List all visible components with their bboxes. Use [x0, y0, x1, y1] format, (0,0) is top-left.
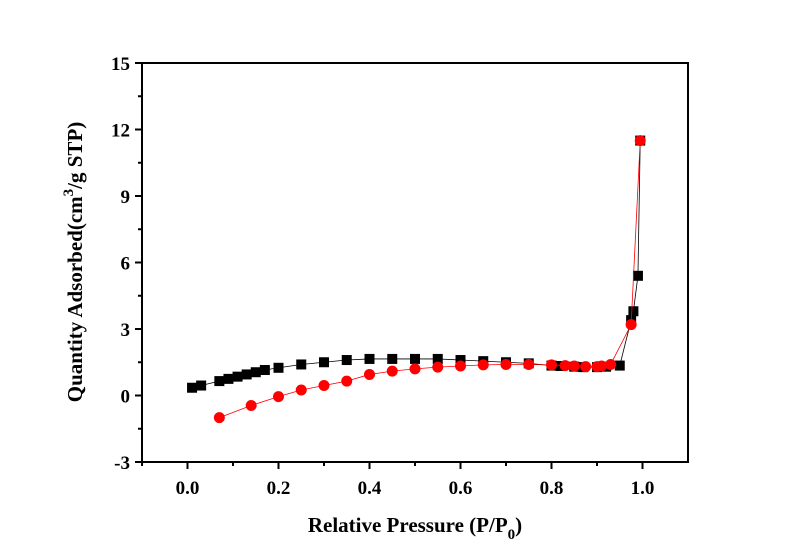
adsorption-point [273, 362, 284, 373]
desorption-point [432, 361, 444, 373]
adsorption-point [410, 353, 420, 364]
y-tick-label: 6 [121, 254, 131, 275]
adsorption-point [341, 355, 352, 366]
adsorption-point [241, 369, 252, 380]
x-tick-label: 0.4 [358, 478, 382, 499]
desorption-point [596, 360, 608, 372]
desorption-point [523, 358, 535, 370]
y-tick-label: 3 [121, 320, 131, 341]
adsorption-point [196, 380, 207, 391]
desorption-point [580, 361, 592, 373]
adsorption-point [296, 359, 307, 370]
y-tick-label: 9 [121, 187, 131, 208]
adsorption-point [614, 360, 625, 371]
adsorption-point [214, 376, 225, 387]
desorption-point [386, 365, 398, 377]
adsorption-point [319, 357, 329, 368]
desorption-point [477, 359, 489, 371]
desorption-point [605, 358, 617, 370]
desorption-point [295, 384, 307, 396]
desorption-point [559, 360, 571, 372]
adsorption-point [387, 353, 398, 364]
adsorption-point [223, 373, 234, 384]
x-tick-label: 1.0 [631, 478, 655, 499]
y-tick-label: 15 [111, 54, 130, 75]
desorption-point [455, 360, 466, 372]
plot-frame [141, 62, 689, 463]
y-tick-label: -3 [114, 453, 130, 474]
desorption-point [568, 360, 580, 372]
adsorption-point [432, 353, 443, 364]
desorption-point [546, 359, 557, 371]
adsorption-point [632, 270, 643, 281]
desorption-point [213, 412, 225, 424]
adsorption-point [259, 365, 270, 376]
y-tick-label: 12 [111, 121, 130, 142]
y-axis-label: Quantity Adsorbed(cm3/g STP) [61, 122, 87, 403]
adsorption-line [191, 140, 641, 389]
adsorption-point [628, 306, 639, 317]
desorption-point [634, 135, 646, 147]
desorption-point [500, 358, 512, 370]
adsorption-point [250, 367, 261, 378]
adsorption-point [364, 353, 375, 364]
x-axis-label: Relative Pressure (P/P0) [308, 513, 522, 543]
desorption-point [245, 399, 257, 411]
desorption-point [341, 375, 353, 387]
desorption-point [625, 319, 637, 331]
desorption-point [409, 363, 421, 375]
x-tick-label: 0.8 [540, 478, 564, 499]
adsorption-point [232, 371, 243, 382]
y-tick-label: 0 [121, 387, 131, 408]
desorption-point [318, 380, 330, 392]
x-tick-label: 0.2 [267, 478, 291, 499]
adsorption-point [187, 382, 198, 393]
desorption-point [273, 391, 284, 403]
desorption-line [219, 140, 641, 419]
desorption-point [364, 368, 375, 380]
x-tick-label: 0.0 [176, 478, 200, 499]
adsorption-point [455, 355, 466, 366]
x-tick-label: 0.6 [449, 478, 473, 499]
